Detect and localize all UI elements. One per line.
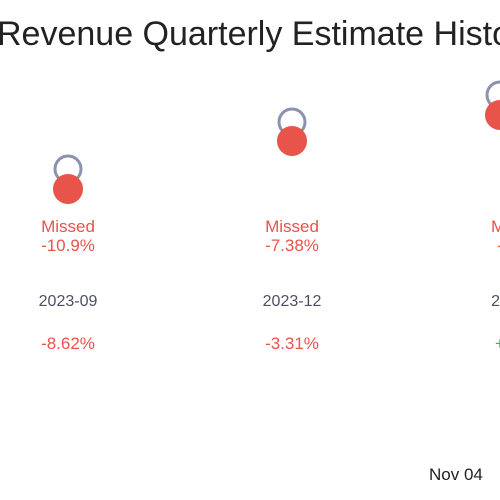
result-label: Missed — [41, 217, 95, 236]
estimate-change-value: -3.31% — [265, 334, 319, 353]
period-label: 2023-12 — [263, 293, 322, 310]
period-label: 20 — [491, 293, 500, 310]
result-label: Mi — [491, 217, 500, 236]
result-label: Missed — [265, 217, 319, 236]
chart-title: Revenue Quarterly Estimate History — [0, 15, 500, 53]
estimate-change-value: -8.62% — [41, 334, 95, 353]
period-label: 2023-09 — [39, 293, 98, 310]
estimate-change-value: + — [495, 334, 500, 353]
actual-point — [53, 174, 83, 204]
surprise-value: -7.38% — [265, 236, 319, 255]
quarters-group: Missed-10.9%2023-09-8.62%Missed-7.38%202… — [39, 80, 500, 353]
date-label: Nov 04 — [429, 465, 483, 484]
surprise-value: -10.9% — [41, 236, 95, 255]
actual-point — [277, 126, 307, 156]
surprise-value: - — [497, 236, 500, 255]
estimate-point — [485, 80, 500, 110]
actual-point — [485, 100, 500, 130]
